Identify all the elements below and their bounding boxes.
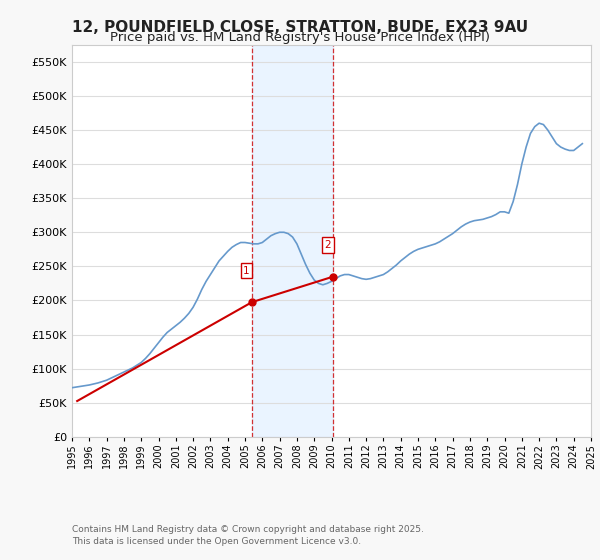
Text: 12, POUNDFIELD CLOSE, STRATTON, BUDE, EX23 9AU: 12, POUNDFIELD CLOSE, STRATTON, BUDE, EX… bbox=[72, 20, 528, 35]
Text: 2: 2 bbox=[325, 240, 331, 250]
Bar bbox=[252, 45, 333, 437]
Text: 1: 1 bbox=[243, 265, 250, 276]
Text: Contains HM Land Registry data © Crown copyright and database right 2025.
This d: Contains HM Land Registry data © Crown c… bbox=[72, 525, 424, 546]
Point bbox=[247, 298, 257, 307]
Point bbox=[328, 272, 338, 281]
Text: Price paid vs. HM Land Registry's House Price Index (HPI): Price paid vs. HM Land Registry's House … bbox=[110, 31, 490, 44]
